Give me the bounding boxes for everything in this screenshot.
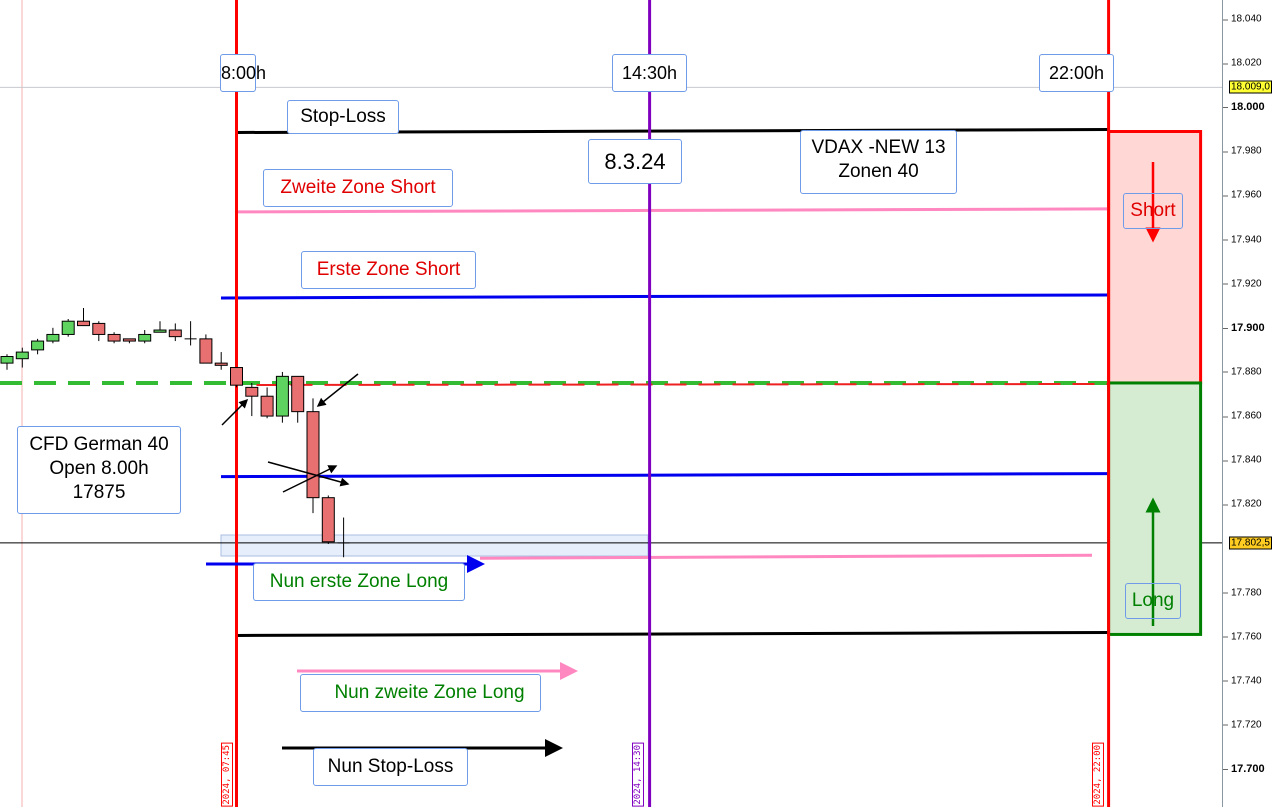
candle-body (275, 375, 289, 417)
level-line-zweite-zone-long (479, 553, 1093, 560)
date-label-1430: 2024, 14:30 (632, 743, 644, 807)
y-tick-label: 17.740 (1223, 675, 1262, 687)
label-date: 8.3.24 (588, 139, 682, 184)
y-tick-label: 17.760 (1223, 631, 1262, 643)
label-long: Long (1125, 583, 1181, 619)
candle-body (168, 329, 182, 338)
open-line3: 17875 (72, 482, 126, 503)
date-label-0745: 2024, 07:45 (221, 743, 233, 807)
vdax-line1: VDAX -NEW 13 (811, 137, 946, 158)
candle-body (0, 356, 14, 364)
price-chart[interactable] (0, 0, 1222, 807)
y-tick-label: 17.900 (1223, 321, 1265, 334)
label-short: Short (1123, 193, 1183, 229)
price-badge: 18.009,0 (1229, 80, 1272, 94)
candle-body (291, 375, 305, 413)
label-22h: 22:00h (1039, 54, 1114, 92)
label-erste-zone-short: Erste Zone Short (301, 251, 476, 289)
open-line1: CFD German 40 (29, 434, 169, 455)
label-stop-loss: Stop-Loss (287, 100, 399, 134)
level-line-zweite-zone-short (236, 207, 1109, 214)
open-line2: Open 8.00h (49, 458, 149, 479)
candle-body (122, 338, 136, 342)
candle-body (31, 340, 45, 351)
y-tick-label: 17.840 (1223, 454, 1262, 466)
candle-body (46, 333, 60, 342)
vdax-line2: Zonen 40 (838, 161, 919, 182)
label-zweite-zone-short: Zweite Zone Short (263, 169, 453, 207)
candle-body (230, 367, 243, 386)
level-line-erste-zone-long (220, 472, 1109, 479)
candle-body (260, 395, 274, 417)
arrow-small (267, 461, 350, 487)
arrow-small (316, 373, 359, 407)
y-tick-label: 18.040 (1223, 13, 1262, 25)
candle-body (92, 322, 106, 335)
y-tick-label: 17.880 (1223, 366, 1262, 378)
candle-body (199, 338, 213, 364)
candle-body (61, 320, 75, 335)
y-tick-label: 18.020 (1223, 57, 1262, 69)
candle-body (153, 329, 167, 333)
y-tick-label: 17.820 (1223, 498, 1262, 510)
label-erste-zone-long: Nun erste Zone Long (253, 563, 465, 601)
price-axis[interactable]: 18.040 18.020 18.000 17.980 17.960 17.940 17.9… (1222, 0, 1275, 807)
y-tick-label: 17.860 (1223, 410, 1262, 422)
label-vdax: VDAX -NEW 13 Zonen 40 (800, 130, 957, 194)
price-badge: 17.802,5 (1229, 536, 1272, 550)
label-8h: 8:00h (220, 54, 266, 92)
level-line-stop-loss-long (236, 630, 1109, 637)
date-label-2200: 2024, 22:00 (1092, 743, 1104, 807)
candle-body (214, 362, 228, 366)
label-open-info: CFD German 40 Open 8.00h 17875 (17, 426, 181, 514)
candle-body (138, 333, 152, 342)
candle-body (306, 411, 320, 499)
level-line-erste-zone-short (220, 293, 1109, 300)
label-1430h: 14:30h (612, 54, 687, 92)
y-tick-label: 18.000 (1223, 101, 1265, 114)
arrow-small (282, 465, 338, 493)
arrow-small (221, 398, 249, 426)
y-tick-label: 17.980 (1223, 145, 1262, 157)
y-tick-label: 17.960 (1223, 189, 1262, 201)
candle-body (321, 497, 335, 543)
open-level-line-red (256, 382, 1109, 386)
candle-body (245, 386, 259, 397)
label-zweite-zone-long: Nun zweite Zone Long (300, 674, 541, 712)
y-tick-label: 17.940 (1223, 234, 1262, 246)
y-tick-label: 17.700 (1223, 763, 1265, 775)
zone-short (1107, 130, 1203, 385)
candle-body (15, 351, 29, 360)
candle-body (77, 320, 90, 327)
y-tick-label: 17.920 (1223, 278, 1262, 290)
label-nun-stop-loss: Nun Stop-Loss (313, 748, 468, 786)
y-tick-label: 17.780 (1223, 587, 1262, 599)
candle-body (107, 333, 121, 342)
y-tick-label: 17.720 (1223, 719, 1262, 731)
highlight-range (220, 534, 649, 557)
